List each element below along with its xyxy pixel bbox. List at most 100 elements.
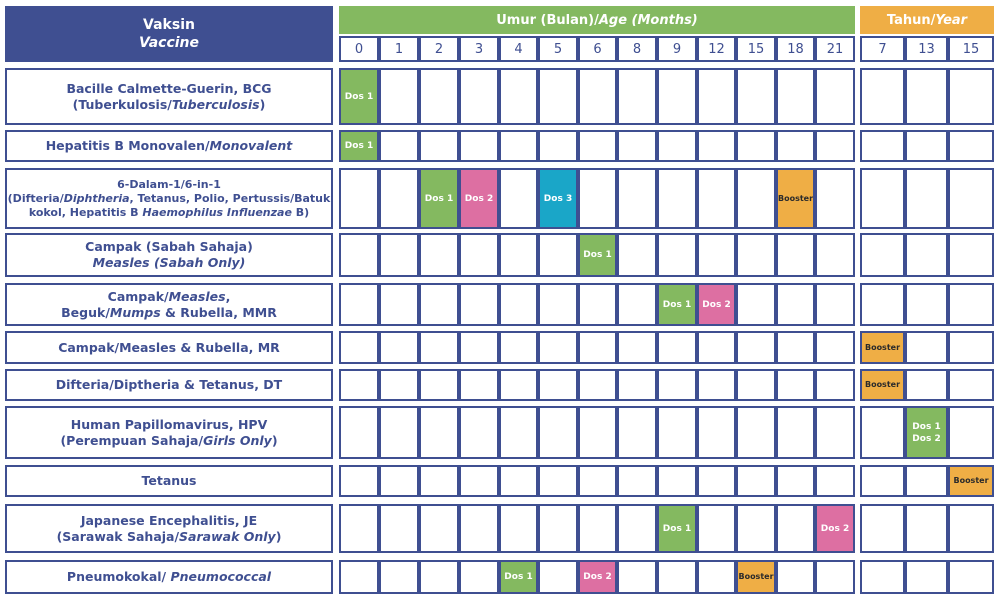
empty-cell [948, 331, 994, 364]
dose-label: Dos 2 [820, 523, 850, 534]
empty-cell [617, 68, 657, 125]
dose-booster-cell: Booster [948, 465, 994, 497]
dose-label: Dos 1 [424, 193, 454, 204]
empty-cell [905, 331, 948, 364]
empty-cell [538, 560, 578, 594]
vaccine-label: Campak (Sabah Sahaja) Measles (Sabah Only… [5, 233, 333, 277]
empty-cell [339, 369, 379, 401]
empty-cell [657, 130, 697, 162]
vaccine-label-line: Hepatitis B Monovalen/Monovalent [46, 138, 293, 154]
empty-cell [697, 331, 736, 364]
empty-cell [459, 283, 499, 326]
empty-cell [860, 130, 905, 162]
dose-label: Dos 1 [344, 91, 374, 102]
empty-cell [538, 465, 578, 497]
empty-cell [657, 406, 697, 459]
months-header-ms: Umur (Bulan)/ [496, 12, 599, 28]
vaccine-label-line: Campak/Measles & Rubella, MR [58, 340, 280, 356]
empty-cell [379, 465, 419, 497]
vaccine-label-line: Difteria/Diptheria & Tetanus, DT [56, 377, 282, 393]
empty-cell [948, 130, 994, 162]
dose-dos-2-cell: Dos 2 [578, 560, 617, 594]
empty-cell [419, 331, 459, 364]
vaccine-label: Hepatitis B Monovalen/Monovalent [5, 130, 333, 162]
years-group-header: Tahun/Year [860, 6, 994, 34]
empty-cell [776, 560, 815, 594]
vaccine-label: Japanese Encephalitis, JE (Sarawak Sahaja… [5, 504, 333, 553]
vaccine-label-text: (Perempuan Sahaja/ [60, 432, 204, 448]
empty-cell [815, 331, 855, 364]
empty-cell [499, 331, 538, 364]
empty-cell [736, 369, 776, 401]
vaccine-label-line: 6-Dalam-1/6-in-1 [117, 178, 221, 192]
month-tick-2: 2 [419, 36, 459, 62]
dose-label: Dos 1 [912, 421, 941, 432]
empty-cell [538, 406, 578, 459]
empty-cell [657, 465, 697, 497]
month-tick-15: 15 [736, 36, 776, 62]
empty-cell [697, 406, 736, 459]
vaccine-label-text: Pneumokokal/ [66, 569, 171, 584]
month-tick-3: 3 [459, 36, 499, 62]
vaccine-label-text: Pneumococcal [170, 569, 272, 584]
empty-cell [776, 331, 815, 364]
vaccine-label: Tetanus [5, 465, 333, 497]
empty-cell [578, 283, 617, 326]
vaccine-label-line: Bacille Calmette-Guerin, BCG [66, 81, 271, 97]
dose-label: Booster [864, 342, 901, 352]
empty-cell [379, 331, 419, 364]
dose-booster-cell: Booster [860, 331, 905, 364]
empty-cell [339, 465, 379, 497]
dose-dos-1-cell: Dos 1 [339, 130, 379, 162]
empty-cell [538, 369, 578, 401]
empty-cell [379, 283, 419, 326]
empty-cell [379, 560, 419, 594]
vaccine-label-text: Monovalent [209, 138, 293, 153]
month-tick-12: 12 [697, 36, 736, 62]
empty-cell [815, 68, 855, 125]
empty-cell [459, 130, 499, 162]
vaccine-label-text: Sarawak Only [179, 528, 276, 544]
empty-cell [617, 168, 657, 229]
vaccine-label-text: & Rubella, MMR [160, 304, 277, 320]
empty-cell [578, 406, 617, 459]
empty-cell [459, 369, 499, 401]
dose-dos-1-cell: Dos 1 [657, 283, 697, 326]
empty-cell [379, 233, 419, 277]
vaccine-label-text: 6-Dalam-1/6-in-1 [117, 177, 221, 191]
year-tick-15: 15 [948, 36, 994, 62]
vaccine-label-text: Campak/ [107, 288, 169, 304]
empty-cell [736, 168, 776, 229]
empty-cell [736, 406, 776, 459]
empty-cell [538, 283, 578, 326]
vaccine-label-text: (Difteria/ [7, 191, 64, 205]
empty-cell [697, 68, 736, 125]
empty-cell [657, 369, 697, 401]
vaccine-label-line: (Sarawak Sahaja/Sarawak Only) [57, 529, 282, 545]
empty-cell [905, 465, 948, 497]
vaccine-label-line: Campak/Measles, [108, 289, 231, 305]
dose-dos-1-cell: Dos 1 [419, 168, 459, 229]
empty-cell [657, 331, 697, 364]
empty-cell [617, 504, 657, 553]
dose-booster-cell: Booster [860, 369, 905, 401]
empty-cell [578, 68, 617, 125]
empty-cell [578, 168, 617, 229]
empty-cell [499, 369, 538, 401]
vaccine-label: Pneumokokal/ Pneumococcal [5, 560, 333, 594]
vaccine-label-text: Japanese Encephalitis, JE [80, 512, 258, 528]
empty-cell [697, 465, 736, 497]
empty-cell [860, 560, 905, 594]
dose-booster-cell: Booster [776, 168, 815, 229]
vaccine-label-line: kokol, Hepatitis B Haemophilus Influenza… [29, 206, 309, 220]
vaccine-label: Difteria/Diptheria & Tetanus, DT [5, 369, 333, 401]
empty-cell [538, 68, 578, 125]
empty-cell [948, 233, 994, 277]
vaccine-label-text: Diphtheria [63, 191, 130, 205]
empty-cell [815, 560, 855, 594]
dose-label: Booster [738, 572, 774, 581]
years-header-en: Year [935, 12, 968, 28]
empty-cell [499, 168, 538, 229]
empty-cell [815, 130, 855, 162]
vaccine-label-line: Pneumokokal/ Pneumococcal [67, 569, 271, 585]
